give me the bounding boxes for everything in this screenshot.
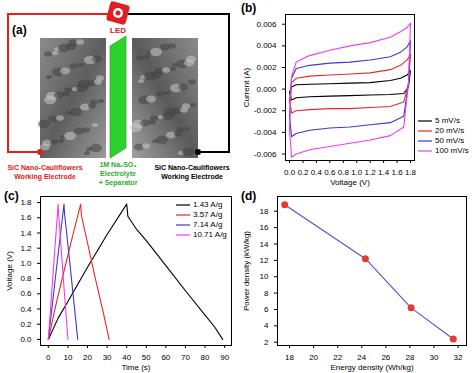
svg-text:20: 20 [83, 353, 92, 362]
svg-text:16: 16 [260, 223, 269, 232]
svg-text:80: 80 [201, 353, 210, 362]
html-text:(d): (d) [241, 189, 257, 203]
svg-text:0.002: 0.002 [256, 63, 277, 72]
svg-text:SiC Nano-Cauliflowers: SiC Nano-Cauliflowers [154, 164, 229, 171]
html-text:7.14 A/g: 7.14 A/g [193, 220, 223, 229]
svg-text:-0.006: -0.006 [254, 150, 277, 159]
svg-text:Electrolyte: Electrolyte [100, 170, 136, 178]
svg-text:50: 50 [142, 353, 151, 362]
svg-text:0.4: 0.4 [20, 305, 32, 314]
svg-text:LED: LED [110, 26, 126, 35]
html-text:5 mV/s: 5 mV/s [435, 116, 460, 125]
svg-text:0.0: 0.0 [20, 335, 32, 344]
svg-text:1.6: 1.6 [20, 213, 32, 222]
svg-text:22: 22 [333, 353, 342, 362]
svg-text:Current (A): Current (A) [242, 67, 251, 107]
svg-text:24: 24 [357, 353, 366, 362]
svg-text:1.0: 1.0 [20, 259, 32, 268]
svg-text:-0.004: -0.004 [254, 128, 277, 137]
svg-text:Energy density (Wh/kg): Energy density (Wh/kg) [330, 363, 413, 372]
svg-text:0: 0 [46, 353, 51, 362]
svg-text:1.4: 1.4 [20, 229, 32, 238]
html-text:(b): (b) [241, 1, 257, 15]
svg-text:90: 90 [220, 353, 229, 362]
svg-text:1.0: 1.0 [351, 168, 363, 177]
svg-text:6: 6 [264, 305, 269, 314]
svg-text:4: 4 [264, 321, 269, 330]
svg-text:0.2: 0.2 [20, 320, 32, 329]
svg-text:1.8: 1.8 [405, 168, 417, 177]
svg-text:60: 60 [161, 353, 170, 362]
svg-text:14: 14 [260, 240, 269, 249]
svg-text:1.8: 1.8 [20, 198, 32, 207]
svg-text:0.0: 0.0 [284, 168, 296, 177]
svg-text:0.006: 0.006 [256, 20, 277, 29]
svg-text:2: 2 [264, 338, 269, 347]
html-text:10.71 A/g: 10.71 A/g [193, 230, 227, 239]
html-text:100 mV/s: 100 mV/s [435, 146, 469, 155]
svg-text:40: 40 [122, 353, 131, 362]
svg-text:Working Electrode: Working Electrode [161, 173, 223, 181]
svg-text:18: 18 [260, 207, 269, 216]
svg-text:-0.002: -0.002 [254, 106, 277, 115]
svg-text:30: 30 [430, 353, 439, 362]
svg-text:+ Separator: + Separator [99, 179, 138, 187]
svg-text:32: 32 [454, 353, 463, 362]
svg-text:0.6: 0.6 [20, 289, 32, 298]
svg-text:Voltage (V): Voltage (V) [330, 178, 370, 187]
svg-text:1.4: 1.4 [378, 168, 390, 177]
svg-text:1.6: 1.6 [391, 168, 403, 177]
svg-text:0.4: 0.4 [311, 168, 323, 177]
svg-text:1.2: 1.2 [365, 168, 377, 177]
svg-text:30: 30 [103, 353, 112, 362]
svg-text:0.8: 0.8 [20, 274, 32, 283]
svg-text:26: 26 [381, 353, 390, 362]
svg-text:10: 10 [63, 353, 72, 362]
html-text:1.43 A/g: 1.43 A/g [193, 200, 223, 209]
html-text:3.57 A/g: 3.57 A/g [193, 210, 223, 219]
svg-text:0.6: 0.6 [324, 168, 336, 177]
svg-text:Time (s): Time (s) [121, 363, 150, 372]
svg-text:Power density (kW/kg): Power density (kW/kg) [242, 231, 251, 311]
html-text:(c): (c) [4, 189, 19, 203]
html-text:50 mV/s: 50 mV/s [435, 136, 465, 145]
svg-text:20: 20 [309, 353, 318, 362]
svg-text:0.2: 0.2 [297, 168, 309, 177]
svg-text:1M Na₂SO₄: 1M Na₂SO₄ [99, 161, 136, 168]
svg-text:8: 8 [264, 289, 269, 298]
svg-text:10: 10 [260, 272, 269, 281]
svg-text:18: 18 [285, 353, 294, 362]
svg-text:(a): (a) [12, 23, 27, 37]
svg-text:SiC Nano-Cauliflowers: SiC Nano-Cauliflowers [7, 164, 82, 171]
svg-text:Working Electrode: Working Electrode [14, 173, 76, 181]
svg-text:0.000: 0.000 [256, 85, 277, 94]
svg-text:12: 12 [260, 256, 269, 265]
svg-text:0.004: 0.004 [256, 41, 277, 50]
svg-text:1.2: 1.2 [20, 244, 32, 253]
svg-text:28: 28 [405, 353, 414, 362]
html-text:20 mV/s: 20 mV/s [435, 126, 465, 135]
svg-text:Voltage (V): Voltage (V) [5, 251, 14, 291]
svg-text:0.8: 0.8 [338, 168, 350, 177]
svg-text:70: 70 [181, 353, 190, 362]
